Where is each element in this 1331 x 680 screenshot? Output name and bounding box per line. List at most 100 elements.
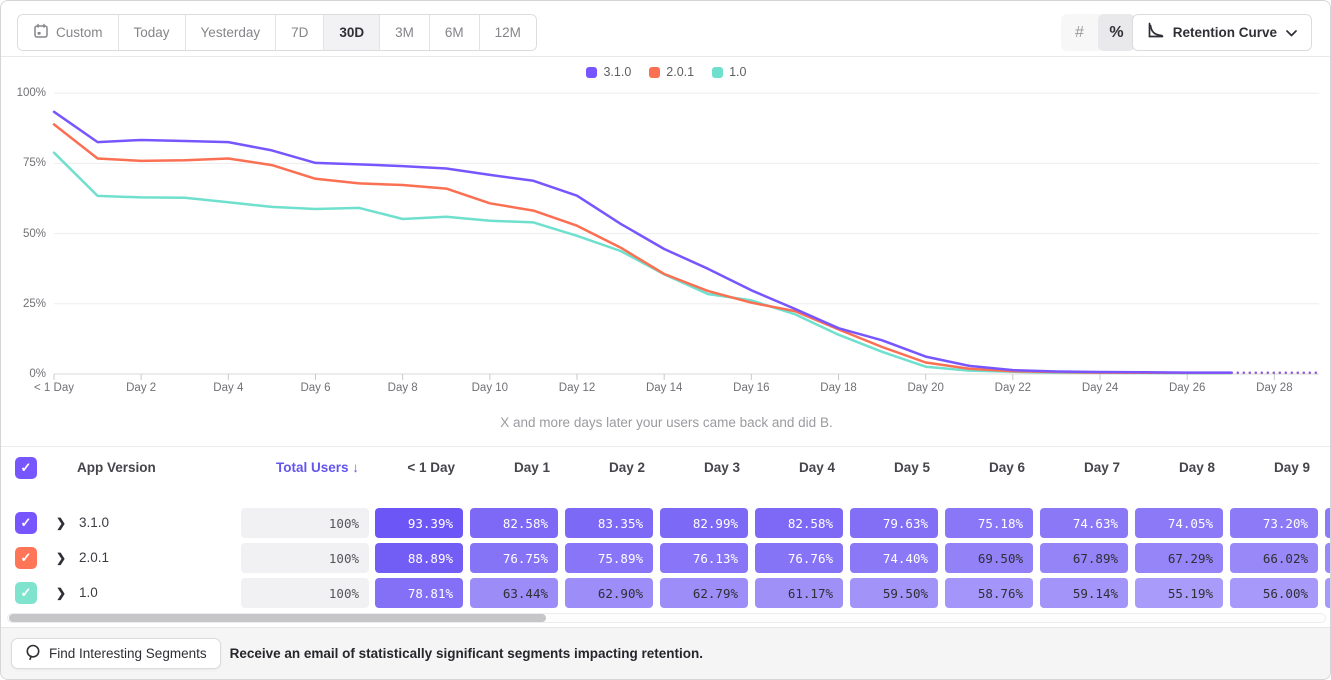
retention-cell-clipped[interactable] [1325,578,1330,608]
y-tick-label: 50% [22,227,46,240]
x-tick-label: Day 22 [994,382,1032,394]
row-label: 3.1.0 [79,515,110,530]
retention-cell[interactable]: 59.14% [1040,578,1128,608]
date-range-label: Today [133,25,170,40]
retention-cell-clipped[interactable] [1325,508,1330,538]
chart-legend: 3.1.0 2.0.1 1.0 [1,65,1330,79]
retention-cell[interactable]: 82.58% [755,508,843,538]
column-header-day[interactable]: Day 4 [798,460,835,475]
retention-cell[interactable]: 66.02% [1230,543,1318,573]
row-checkbox[interactable]: ✓ [15,512,37,534]
row-expand-chevron[interactable]: ❯ [56,586,67,600]
percent-mode-button[interactable]: % [1098,14,1135,51]
retention-cell[interactable]: 62.79% [660,578,748,608]
retention-cell[interactable]: 76.76% [755,543,843,573]
series-line-1.0 [52,151,1233,375]
date-range-today[interactable]: Today [118,15,186,50]
legend-item-2.0.1[interactable]: 2.0.1 [649,65,694,79]
retention-cell[interactable]: 75.18% [945,508,1033,538]
horizontal-scrollbar-track[interactable] [7,613,1326,623]
retention-cell[interactable]: 74.63% [1040,508,1128,538]
chart-subtitle: X and more days later your users came ba… [500,415,833,430]
x-tick-label: < 1 Day [34,382,74,394]
total-users-cell: 100% [241,578,369,608]
column-header-day[interactable]: Day 5 [893,460,930,475]
column-header-day[interactable]: < 1 Day [407,460,455,475]
x-tick-label: Day 14 [645,382,683,394]
date-range-30d[interactable]: 30D [324,15,381,50]
date-range-yesterday[interactable]: Yesterday [185,15,277,50]
retention-cell[interactable]: 75.89% [565,543,653,573]
date-range-custom[interactable]: Custom [18,15,119,50]
column-header-day[interactable]: Day 7 [1083,460,1120,475]
footer-bar: Find Interesting Segments Receive an ema… [1,627,1330,679]
retention-cell[interactable]: 67.29% [1135,543,1223,573]
retention-cell[interactable]: 88.89% [375,543,463,573]
column-header-day[interactable]: Day 6 [988,460,1025,475]
total-users-cell: 100% [241,543,369,573]
retention-cell[interactable]: 63.44% [470,578,558,608]
retention-cell[interactable]: 73.20% [1230,508,1318,538]
retention-cell[interactable]: 74.05% [1135,508,1223,538]
chart-type-label: Retention Curve [1172,25,1277,40]
legend-item-3.1.0[interactable]: 3.1.0 [586,65,631,79]
retention-cell[interactable]: 59.50% [850,578,938,608]
retention-cell[interactable]: 82.99% [660,508,748,538]
column-header-day[interactable]: Day 9 [1273,460,1310,475]
retention-cell[interactable]: 76.13% [660,543,748,573]
column-header-day[interactable]: Day 3 [703,460,740,475]
column-header-day[interactable]: Day 8 [1178,460,1215,475]
retention-cell[interactable]: 74.40% [850,543,938,573]
row-checkbox[interactable]: ✓ [15,582,37,604]
retention-cell[interactable]: 62.90% [565,578,653,608]
table-header-row: ✓ App Version Total Users ↓ < 1 Day Day 1… [1,447,1330,489]
date-range-6m[interactable]: 6M [429,15,480,50]
find-interesting-segments-button[interactable]: Find Interesting Segments [11,638,221,669]
retention-cell[interactable]: 78.81% [375,578,463,608]
retention-cell[interactable]: 93.39% [375,508,463,538]
column-header-total-users[interactable]: Total Users ↓ [275,460,359,475]
row-checkbox[interactable]: ✓ [15,547,37,569]
legend-label: 3.1.0 [603,65,632,79]
y-tick-label: 75% [22,157,46,170]
retention-cell[interactable]: 79.63% [850,508,938,538]
row-expand-chevron[interactable]: ❯ [56,516,67,530]
footer-message: Receive an email of statistically signif… [229,646,703,661]
retention-cell[interactable]: 69.50% [945,543,1033,573]
retention-cell[interactable]: 61.17% [755,578,843,608]
retention-cell[interactable]: 76.75% [470,543,558,573]
x-tick-label: Day 4 [213,382,244,394]
select-all-checkbox[interactable]: ✓ [15,457,37,479]
segments-icon [25,644,41,664]
column-header-day[interactable]: Day 2 [608,460,645,475]
x-tick-label: Day 26 [1168,382,1206,394]
series-line-3.1.0 [52,110,1233,374]
value-mode-toggle: #% [1061,14,1135,51]
retention-cell[interactable]: 55.19% [1135,578,1223,608]
total-users-cell: 100% [241,508,369,538]
absolute-mode-button[interactable]: # [1075,23,1084,41]
chart-type-dropdown[interactable]: Retention Curve [1131,14,1312,51]
retention-cell[interactable]: 56.00% [1230,578,1318,608]
retention-cell-clipped[interactable] [1325,543,1330,573]
legend-swatch [586,66,598,78]
retention-cell[interactable]: 58.76% [945,578,1033,608]
x-tick-label: Day 2 [126,382,157,394]
x-tick-label: Day 24 [1081,382,1119,394]
retention-chart: 3.1.0 2.0.1 1.0 100% 75% 50% 25% 0% < 1 Day Day… [1,57,1330,442]
date-range-7d[interactable]: 7D [276,15,325,50]
date-range-group: Custom Today Yesterday 7D 30D 3M 6M 12M [17,14,537,51]
horizontal-scrollbar-thumb[interactable] [9,614,546,622]
calendar-icon [33,23,49,42]
retention-cell[interactable]: 83.35% [565,508,653,538]
row-expand-chevron[interactable]: ❯ [56,551,67,565]
retention-cell[interactable]: 82.58% [470,508,558,538]
date-range-label: Custom [56,25,103,40]
date-range-3m[interactable]: 3M [380,15,430,50]
column-header-day[interactable]: Day 1 [513,460,550,475]
retention-cell[interactable]: 67.89% [1040,543,1128,573]
legend-item-1.0[interactable]: 1.0 [712,65,747,79]
date-range-12m[interactable]: 12M [479,15,536,50]
x-tick-label: Day 20 [907,382,944,394]
